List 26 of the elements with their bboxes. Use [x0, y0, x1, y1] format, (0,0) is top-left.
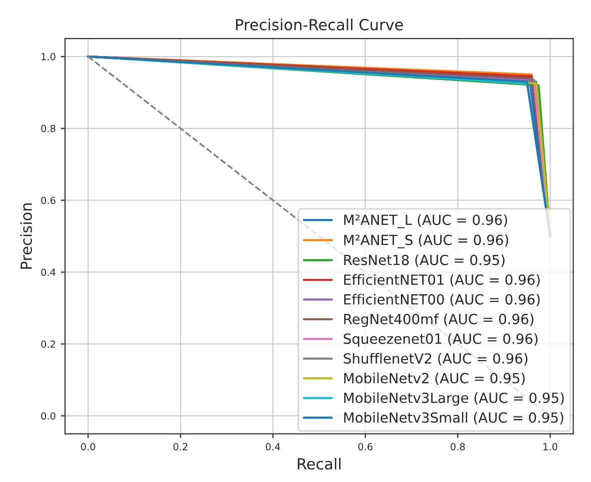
y-tick-label: 0.8: [41, 124, 56, 132]
y-axis-title: Precision: [20, 203, 32, 269]
legend-label: MobileNetv3Large (AUC = 0.95): [344, 392, 564, 406]
legend-label: M²ANET_S (AUC = 0.96): [344, 234, 508, 248]
y-tick-label: 0.0: [41, 412, 56, 420]
x-tick-label: 1.0: [544, 443, 558, 450]
x-axis-title: Recall: [298, 458, 340, 470]
x-tick-label: 0.2: [173, 443, 188, 450]
legend-label: M²ANET_L (AUC = 0.96): [344, 214, 508, 228]
y-tick-label: 1.0: [42, 53, 56, 60]
legend-label: RegNet400mf (AUC = 0.96): [344, 314, 534, 328]
y-tick-label: 0.6: [41, 196, 56, 204]
chart-title: Precision-Recall Curve: [236, 18, 403, 30]
legend-label: Squeezenet01 (AUC = 0.96): [344, 333, 538, 347]
y-tick-label: 0.2: [41, 340, 56, 348]
legend-label: MobileNetv2 (AUC = 0.95): [344, 372, 525, 386]
x-tick-label: 0.8: [450, 443, 465, 450]
x-tick-label: 0.0: [81, 443, 96, 450]
y-tick-label: 0.4: [41, 268, 56, 276]
legend-label: EfficientNET01 (AUC = 0.96): [344, 274, 540, 287]
legend-label: ShufflenetV2 (AUC = 0.96): [344, 352, 528, 366]
x-tick-label: 0.6: [358, 443, 372, 450]
legend-label: EfficientNET00 (AUC = 0.96): [344, 294, 540, 306]
legend-label: ResNet18 (AUC = 0.95): [344, 254, 505, 267]
legend-label: MobileNetv3Small (AUC = 0.95): [344, 412, 564, 424]
x-tick-label: 0.4: [266, 443, 280, 450]
